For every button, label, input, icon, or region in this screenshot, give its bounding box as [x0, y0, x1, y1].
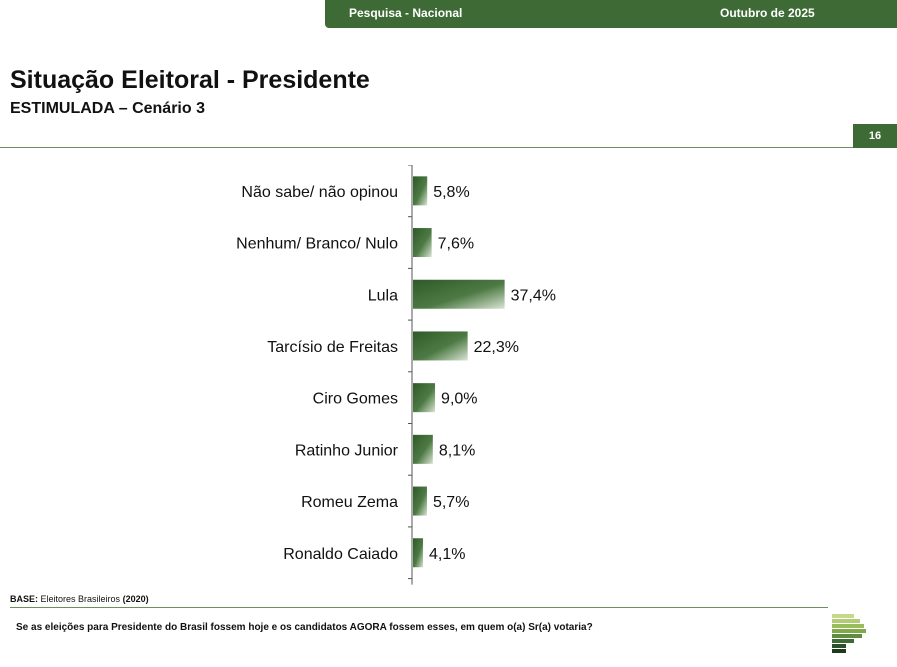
survey-question: Se as eleições para Presidente do Brasil…: [16, 622, 593, 633]
bar: [413, 538, 424, 568]
base-count: (2020): [122, 594, 149, 604]
value-label: 9,0%: [441, 391, 477, 408]
category-label: Lula: [368, 287, 398, 304]
value-label: 5,7%: [433, 494, 469, 511]
value-label: 37,4%: [511, 287, 556, 304]
bar: [413, 383, 436, 413]
category-label: Tarcísio de Freitas: [267, 339, 398, 356]
value-label: 4,1%: [429, 546, 465, 563]
logo-icon: [832, 614, 866, 653]
category-label: Nenhum/ Branco/ Nulo: [236, 236, 398, 253]
header-divider: [0, 147, 853, 148]
header-bar: Pesquisa - Nacional Outubro de 2025: [325, 0, 897, 28]
bar: [413, 331, 468, 361]
value-label: 8,1%: [439, 442, 475, 459]
bar: [413, 434, 433, 464]
page-subtitle: ESTIMULADA – Cenário 3: [10, 100, 205, 117]
category-label: Romeu Zema: [301, 494, 398, 511]
page-number: 16: [853, 124, 897, 148]
value-label: 22,3%: [474, 339, 519, 356]
category-label: Ratinho Junior: [295, 442, 399, 459]
bar: [413, 486, 427, 516]
bar-chart: Não sabe/ não opinou 5,8% Nenhum/ Branco/ …: [236, 165, 556, 585]
bar: [413, 279, 505, 309]
base-label: BASE:: [10, 594, 39, 604]
base-text: Eleitores Brasileiros: [40, 594, 121, 604]
category-label: Não sabe/ não opinou: [241, 184, 398, 201]
base-note: BASE: Eleitores Brasileiros (2020): [10, 594, 149, 604]
value-label: 5,8%: [433, 184, 469, 201]
value-label: 7,6%: [438, 236, 474, 253]
category-label: Ciro Gomes: [313, 391, 398, 408]
category-label: Ronaldo Caiado: [283, 546, 398, 563]
footer-divider: [10, 607, 828, 608]
page-title: Situação Eleitoral - Presidente: [10, 66, 370, 94]
survey-label: Pesquisa - Nacional: [349, 6, 463, 20]
date-label: Outubro de 2025: [720, 6, 815, 20]
bar: [413, 176, 428, 206]
bar: [413, 228, 432, 258]
